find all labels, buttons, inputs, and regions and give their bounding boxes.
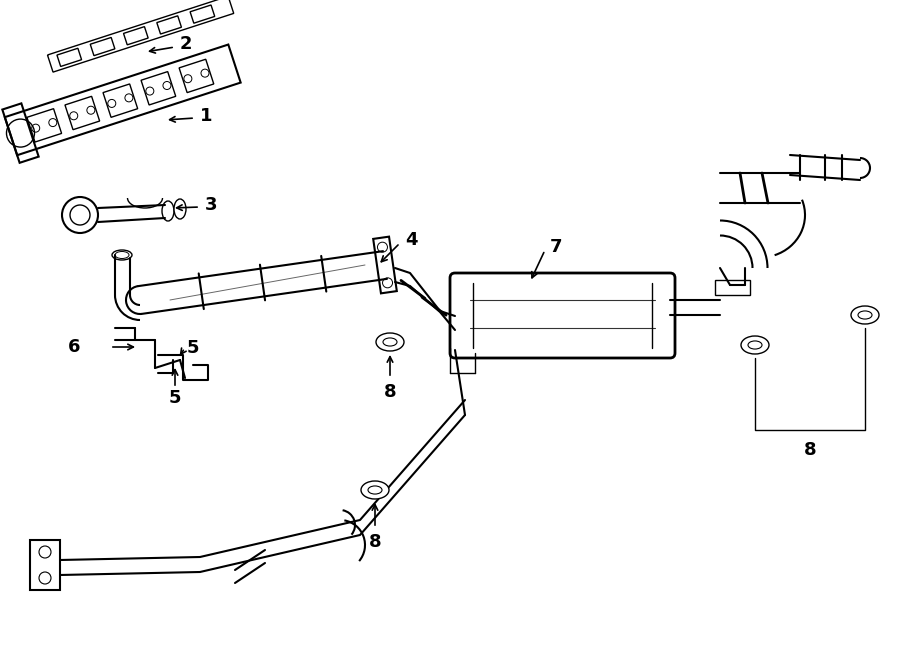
Text: 8: 8 [804,441,816,459]
Text: 2: 2 [180,35,193,53]
Text: 3: 3 [205,196,218,214]
Text: 6: 6 [68,338,80,356]
Text: 5: 5 [169,389,181,407]
Ellipse shape [174,199,186,219]
Text: 5: 5 [187,339,200,357]
Text: 1: 1 [200,107,212,125]
Text: 4: 4 [405,231,418,249]
Ellipse shape [361,481,389,499]
Text: 8: 8 [383,383,396,401]
Ellipse shape [162,201,174,221]
Text: 8: 8 [369,533,382,551]
Text: 7: 7 [550,238,562,256]
Ellipse shape [376,333,404,351]
Ellipse shape [851,306,879,324]
Ellipse shape [741,336,769,354]
